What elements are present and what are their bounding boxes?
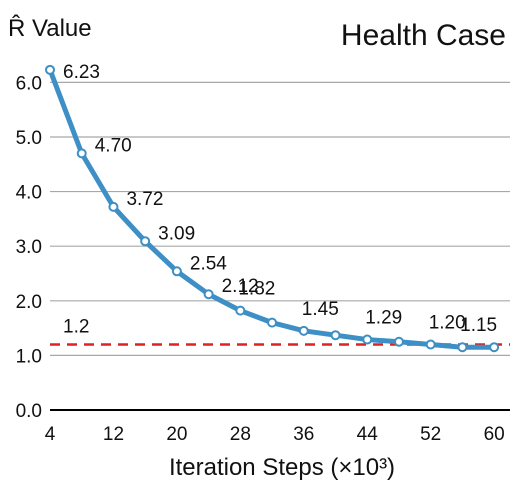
data-label: 4.70	[95, 135, 132, 156]
y-tick-label: 1.0	[16, 346, 42, 367]
y-tick-label: 4.0	[16, 183, 42, 204]
x-tick-label: 52	[420, 424, 441, 445]
axes: 0.0 1.0 2.0 3.0 4.0 5.0 6.0 4 12 20 28 36 44 52 60	[16, 73, 505, 445]
data-point	[489, 342, 500, 353]
data-point	[45, 64, 55, 75]
gridlines	[50, 81, 510, 411]
y-tick-label: 2.0	[16, 292, 42, 313]
data-point	[203, 289, 214, 300]
data-point	[425, 339, 436, 350]
data-label-group: 6.23 4.70 3.72 3.09 2.542.121.82 1.45 1.29 1.20…	[63, 62, 497, 336]
x-tick-label: 28	[230, 424, 251, 445]
y-tick-label: 6.0	[16, 73, 42, 94]
data-point	[235, 305, 246, 316]
x-tick-label: 60	[484, 424, 505, 445]
data-point	[457, 342, 468, 353]
data-point	[76, 148, 87, 159]
data-label: 1.45	[302, 299, 339, 320]
data-label: 1.15	[460, 315, 497, 336]
reference-line-label: 1.2	[63, 316, 89, 337]
data-point	[393, 336, 404, 347]
x-tick-label: 44	[357, 424, 379, 445]
x-axis-label: Iteration Steps (×10³)	[169, 454, 395, 481]
data-label: 1.82	[238, 279, 275, 300]
data-label: 3.09	[158, 223, 195, 244]
data-label: 1.20	[429, 312, 466, 333]
data-point	[362, 334, 373, 345]
series-group	[45, 64, 500, 353]
data-label: 2.12	[222, 276, 259, 297]
x-tick-label: 20	[166, 424, 187, 445]
data-label: 3.72	[126, 189, 163, 210]
x-tick-label: 12	[103, 424, 124, 445]
x-tick-label: 4	[45, 424, 56, 445]
data-point	[267, 317, 278, 328]
y-tick-label: 3.0	[16, 237, 42, 258]
data-label: 6.23	[63, 62, 100, 83]
data-point	[108, 201, 119, 212]
data-point	[330, 330, 341, 341]
y-axis-label: R̂ Value	[8, 14, 92, 42]
data-point	[140, 236, 151, 247]
y-tick-label: 5.0	[16, 128, 42, 149]
chart-title: Health Case	[341, 19, 506, 52]
data-label: 2.54	[190, 253, 227, 274]
x-tick-label: 36	[293, 424, 314, 445]
y-tick-label: 0.0	[16, 401, 42, 422]
data-point	[171, 266, 182, 277]
data-point	[298, 325, 309, 336]
data-label: 1.29	[365, 308, 402, 329]
